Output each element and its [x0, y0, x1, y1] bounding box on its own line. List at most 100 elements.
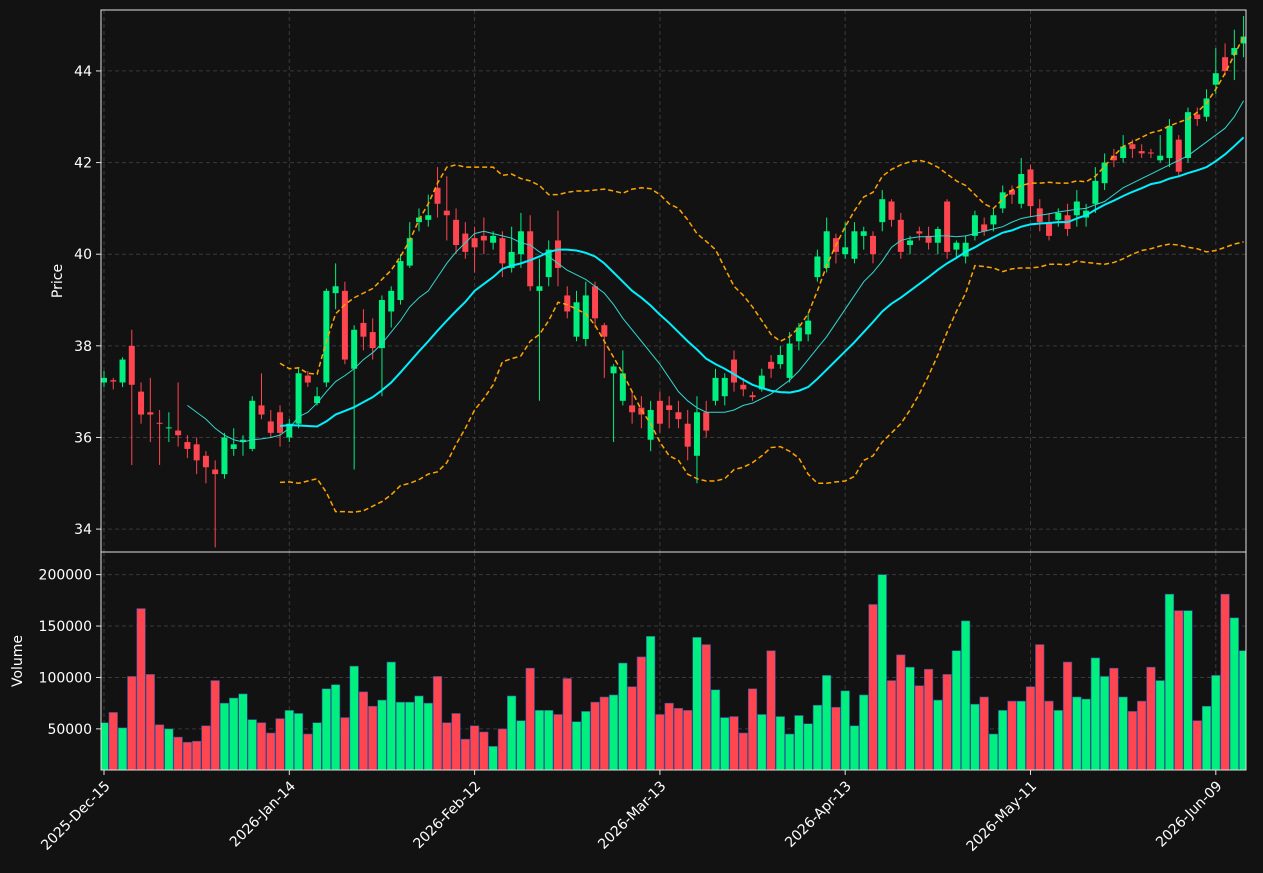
candle-body	[712, 377, 719, 401]
volume-axis-label: Volume	[10, 635, 26, 687]
volume-bar	[1109, 667, 1119, 770]
candle-body	[341, 290, 348, 360]
volume-bar	[859, 694, 869, 770]
candle-body	[434, 187, 441, 204]
volume-bar	[1081, 698, 1091, 770]
candle-body	[925, 235, 932, 243]
candle-body	[286, 423, 293, 438]
volume-bar	[738, 732, 748, 770]
candle-body	[592, 286, 599, 319]
candle-body	[888, 201, 895, 220]
candle-body	[907, 240, 914, 246]
candle-body	[916, 231, 923, 234]
volume-bar	[210, 680, 220, 770]
volume-bar	[1238, 650, 1246, 770]
volume-bar	[655, 714, 665, 770]
candle-body	[202, 455, 209, 468]
candle-body	[1222, 57, 1229, 71]
candle-body	[193, 444, 200, 461]
volume-bar	[219, 702, 230, 770]
volume-tick-label: 200000	[39, 568, 92, 584]
candle-body	[619, 373, 626, 401]
volume-bar	[488, 746, 498, 770]
volume-bar	[173, 736, 183, 770]
volume-bar	[460, 738, 470, 770]
volume-bar	[284, 710, 294, 770]
volume-bar	[1137, 700, 1147, 770]
volume-bar	[451, 713, 461, 770]
volume-bar	[1053, 710, 1063, 770]
candle-body	[258, 405, 265, 415]
indicator-line	[187, 100, 1245, 443]
volume-bar	[581, 711, 591, 770]
volume-bar	[1164, 593, 1175, 770]
candle-body	[453, 219, 460, 246]
candle-body	[314, 396, 321, 404]
volume-bar	[275, 718, 285, 770]
volume-bar	[101, 722, 109, 770]
y-tick-label: 38	[74, 339, 92, 355]
candle-body	[388, 290, 395, 312]
candle-body	[295, 373, 302, 424]
candle-body	[156, 422, 163, 424]
candle-body	[823, 231, 830, 268]
volume-bar	[136, 608, 146, 770]
indicator-line	[280, 241, 1244, 513]
candle-body	[758, 375, 765, 390]
volume-bar	[988, 733, 999, 770]
candle-body	[953, 242, 960, 250]
volume-bar	[127, 676, 137, 770]
volume-bar	[238, 693, 248, 770]
y-axis-label: Price	[50, 264, 66, 298]
volume-bar	[442, 722, 452, 770]
candle-body	[684, 423, 691, 447]
candle-body	[851, 231, 858, 259]
candle-body	[564, 295, 571, 312]
candle-body	[573, 302, 580, 337]
volume-bar	[377, 699, 387, 770]
volume-bar	[812, 704, 823, 770]
candle-body	[721, 377, 728, 397]
candle-body	[499, 238, 506, 264]
volume-bar	[785, 733, 795, 770]
volume-bar	[553, 714, 563, 770]
volume-bar	[979, 696, 989, 770]
candle-body	[239, 439, 246, 443]
volume-bar	[914, 685, 924, 770]
candle-body	[971, 215, 978, 236]
candle-body	[1231, 48, 1238, 55]
volume-frame	[100, 551, 1247, 771]
volume-bar	[849, 725, 860, 770]
candle-body	[1212, 73, 1219, 85]
volume-bar	[720, 717, 730, 770]
candle-body	[1055, 212, 1062, 220]
candle-body	[1194, 114, 1201, 120]
volume-bar	[516, 720, 526, 770]
volume-bar	[1211, 675, 1221, 770]
volume-bar	[469, 725, 480, 770]
candle-body	[786, 343, 793, 378]
volume-bar	[1090, 657, 1100, 770]
volume-bar	[868, 604, 878, 770]
y-tick-label: 40	[74, 247, 92, 263]
volume-bar	[673, 708, 684, 770]
candle-body	[212, 469, 219, 475]
candle-body	[666, 405, 673, 410]
candle-body	[175, 430, 182, 436]
volume-bar	[507, 695, 517, 770]
volume-bar	[590, 701, 600, 770]
volume-bar	[525, 667, 535, 770]
volume-bar	[692, 637, 702, 770]
volume-bar	[729, 716, 739, 770]
candle-body	[480, 235, 487, 241]
candle-body	[1101, 162, 1108, 184]
candle-body	[656, 400, 663, 424]
volume-bar	[247, 719, 257, 770]
volume-bar	[145, 674, 155, 770]
candle-body	[369, 332, 376, 349]
volume-bar	[321, 688, 331, 770]
candle-body	[332, 286, 339, 294]
candle-body	[230, 444, 237, 449]
candle-body	[703, 412, 710, 431]
